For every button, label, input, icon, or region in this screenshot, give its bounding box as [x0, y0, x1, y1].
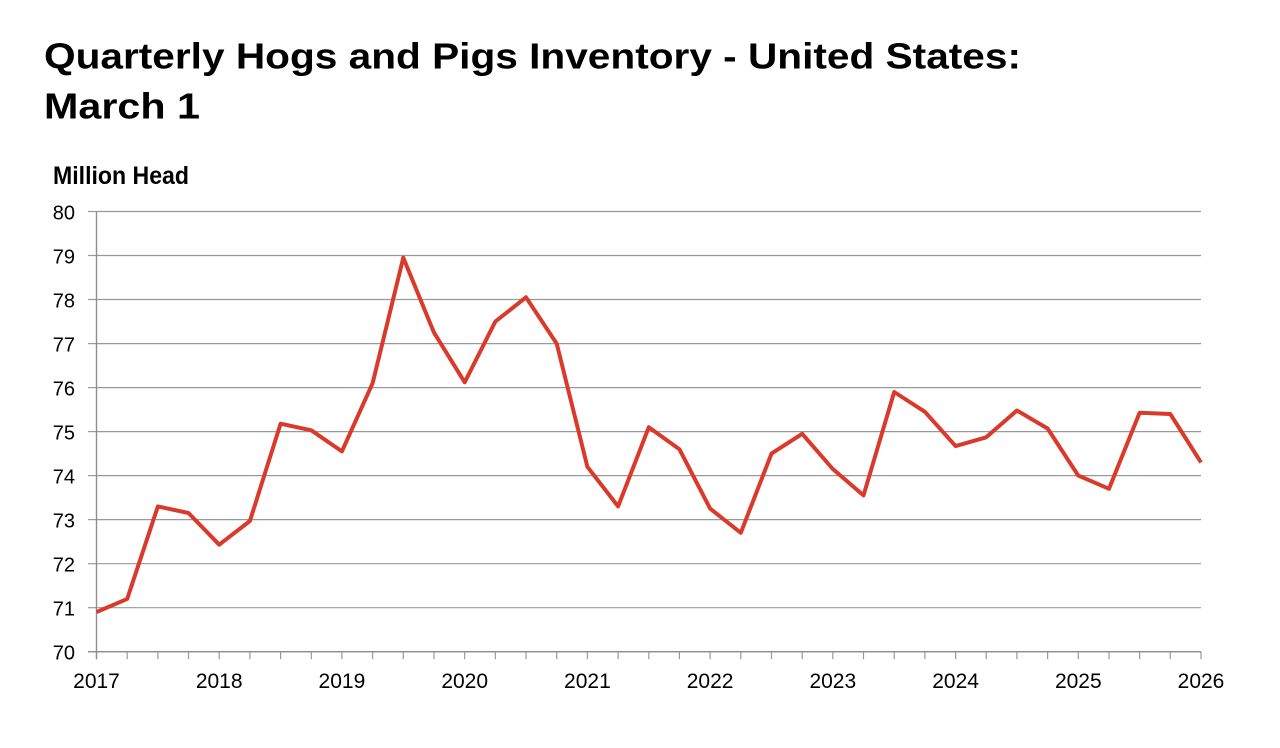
svg-text:2022: 2022 — [687, 670, 734, 693]
svg-text:2021: 2021 — [564, 670, 611, 693]
svg-text:70: 70 — [53, 643, 75, 665]
svg-text:2025: 2025 — [1055, 670, 1102, 693]
svg-text:2024: 2024 — [932, 670, 979, 693]
svg-text:2019: 2019 — [319, 670, 366, 693]
svg-text:Million Head: Million Head — [53, 162, 189, 190]
svg-text:72: 72 — [53, 555, 75, 577]
svg-text:80: 80 — [53, 203, 75, 225]
svg-text:2023: 2023 — [809, 670, 856, 693]
svg-text:March 1: March 1 — [44, 86, 200, 127]
svg-text:71: 71 — [53, 599, 75, 621]
svg-text:76: 76 — [53, 379, 75, 401]
svg-text:2026: 2026 — [1178, 670, 1225, 693]
svg-text:73: 73 — [53, 511, 75, 533]
svg-text:Quarterly Hogs and Pigs Invent: Quarterly Hogs and Pigs Inventory - Unit… — [44, 36, 1021, 77]
svg-text:75: 75 — [53, 423, 75, 445]
svg-text:77: 77 — [53, 335, 75, 357]
svg-text:74: 74 — [53, 467, 75, 489]
svg-text:2020: 2020 — [441, 670, 488, 693]
svg-text:2017: 2017 — [73, 670, 120, 693]
svg-text:79: 79 — [53, 247, 75, 269]
svg-text:2018: 2018 — [196, 670, 243, 693]
svg-text:78: 78 — [53, 291, 75, 313]
